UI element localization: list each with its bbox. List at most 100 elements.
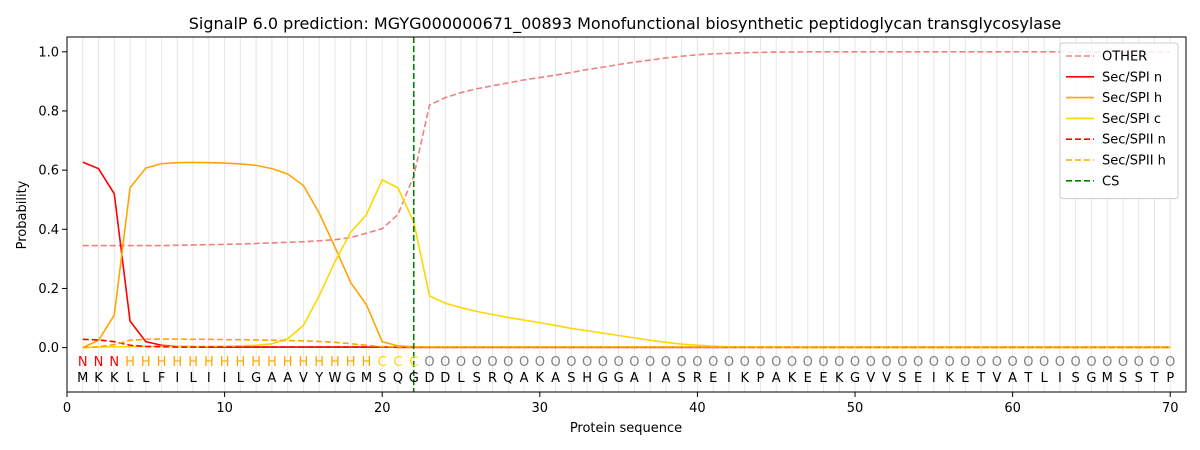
region-label: O: [487, 355, 497, 370]
series-line-1: [82, 161, 1171, 349]
residue-label: G: [614, 371, 624, 386]
residue-label: A: [630, 371, 639, 386]
region-label: O: [1055, 355, 1065, 370]
region-label: O: [1071, 355, 1081, 370]
region-label: O: [1149, 355, 1159, 370]
residue-label: M: [77, 371, 88, 386]
residue-label: V: [882, 371, 891, 386]
region-label: O: [535, 355, 545, 370]
residue-label: G: [346, 371, 356, 386]
region-label: O: [519, 355, 529, 370]
residue-label: E: [804, 371, 812, 386]
region-label: O: [566, 355, 576, 370]
region-label: H: [362, 355, 372, 370]
x-tick-label: 10: [216, 401, 233, 416]
legend: OTHER Sec/SPI n Sec/SPI h Sec/SPI c Sec/SPII…: [1059, 42, 1179, 200]
residue-label: R: [488, 371, 497, 386]
y-tick-label: 1.0: [38, 45, 59, 60]
region-label: O: [1008, 355, 1018, 370]
region-label: O: [897, 355, 907, 370]
region-label: O: [724, 355, 734, 370]
region-label: O: [866, 355, 876, 370]
y-tick-label: 0.4: [38, 223, 59, 238]
residue-label: S: [567, 371, 575, 386]
residue-label: A: [283, 371, 292, 386]
residue-label: E: [709, 371, 717, 386]
residue-label: P: [1166, 371, 1174, 386]
region-label: O: [787, 355, 797, 370]
residue-label: K: [835, 371, 844, 386]
residue-label: M: [1102, 371, 1113, 386]
residue-label: T: [1150, 371, 1159, 386]
region-label: O: [929, 355, 939, 370]
residue-label: I: [1058, 371, 1062, 386]
legend-label: Sec/SPII n: [1102, 133, 1166, 148]
residue-label: S: [473, 371, 481, 386]
residue-label: I: [727, 371, 731, 386]
y-axis-ticks: 0.0 0.2 0.4 0.6 0.8 1.0: [38, 45, 67, 356]
region-label: O: [614, 355, 624, 370]
x-axis-ticks: 0 10 20 30 40 50 60 70: [63, 392, 1179, 416]
region-label: O: [944, 355, 954, 370]
residue-label: G: [598, 371, 608, 386]
residue-label: I: [223, 371, 227, 386]
residue-label: G: [251, 371, 261, 386]
x-axis-label: Protein sequence: [570, 421, 682, 436]
series-lines: [82, 37, 1171, 392]
region-label: C: [409, 355, 418, 370]
y-tick-label: 0.8: [38, 104, 59, 119]
region-label: H: [220, 355, 230, 370]
sequence-annotation: NMNKNKHLHLHFHIHLHIHIHLHGHAHAHVHYHWHGHMCS…: [77, 355, 1175, 386]
residue-label: I: [207, 371, 211, 386]
residue-label: K: [740, 371, 749, 386]
residue-label: A: [520, 371, 529, 386]
series-line-5: [82, 338, 1171, 349]
residue-label: A: [772, 371, 781, 386]
residue-label: L: [1041, 371, 1049, 386]
residue-label: L: [457, 371, 465, 386]
region-label: O: [992, 355, 1002, 370]
series-line-3: [82, 178, 1171, 349]
y-tick-label: 0.6: [38, 164, 59, 179]
region-label: H: [267, 355, 277, 370]
region-label: O: [850, 355, 860, 370]
residue-label: D: [424, 371, 434, 386]
residue-label: W: [328, 371, 341, 386]
residue-label: G: [850, 371, 860, 386]
region-label: H: [125, 355, 135, 370]
series-line-0: [82, 50, 1171, 247]
x-tick-label: 60: [1004, 401, 1021, 416]
residue-label: V: [992, 371, 1001, 386]
x-tick-label: 20: [374, 401, 391, 416]
x-tick-label: 30: [532, 401, 549, 416]
residue-label: F: [158, 371, 165, 386]
y-tick-label: 0.0: [38, 341, 59, 356]
residue-label: E: [819, 371, 827, 386]
region-label: H: [172, 355, 182, 370]
grid-lines: [82, 37, 1171, 392]
legend-label: Sec/SPII h: [1102, 154, 1166, 169]
x-tick-label: 0: [63, 401, 71, 416]
region-label: O: [503, 355, 513, 370]
residue-label: K: [110, 371, 119, 386]
legend-label: OTHER: [1102, 50, 1147, 65]
series-line-2: [82, 161, 1171, 349]
residue-label: K: [536, 371, 545, 386]
residue-label: Q: [393, 371, 403, 386]
residue-label: L: [189, 371, 197, 386]
region-label: H: [330, 355, 340, 370]
residue-label: A: [551, 371, 560, 386]
region-label: C: [393, 355, 402, 370]
residue-label: H: [582, 371, 592, 386]
residue-label: D: [440, 371, 450, 386]
y-tick-label: 0.2: [38, 282, 59, 297]
region-label: N: [94, 355, 104, 370]
region-label: O: [708, 355, 718, 370]
region-label: N: [78, 355, 88, 370]
legend-label: Sec/SPI c: [1102, 112, 1161, 127]
residue-label: S: [678, 371, 686, 386]
residue-label: T: [1023, 371, 1032, 386]
region-label: H: [283, 355, 293, 370]
residue-label: S: [1119, 371, 1127, 386]
residue-label: Q: [503, 371, 513, 386]
